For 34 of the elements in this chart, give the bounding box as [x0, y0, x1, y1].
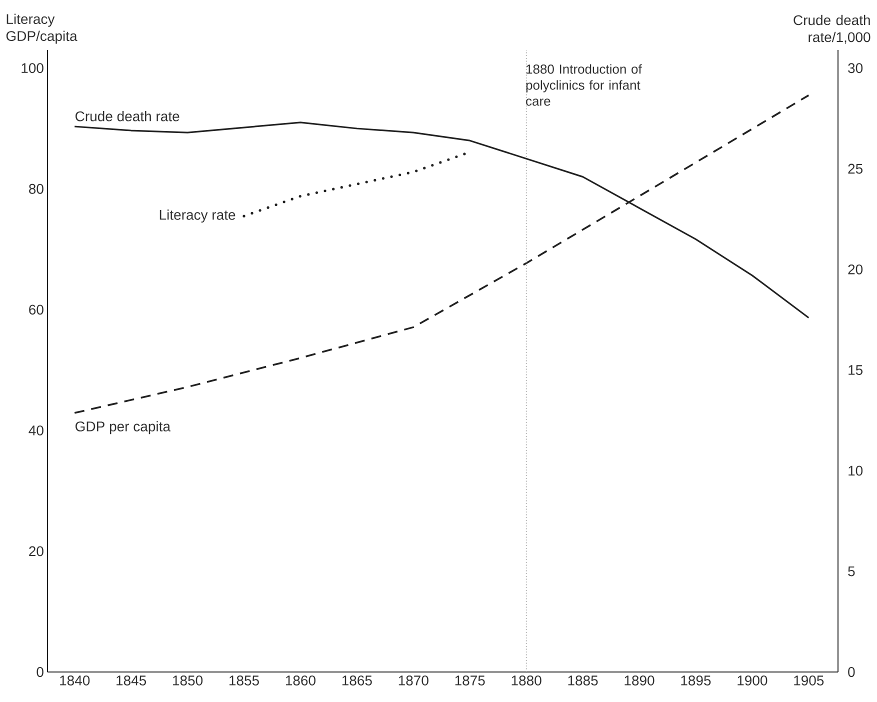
x-tick-label: 1880 — [512, 676, 542, 686]
x-tick-label: 1890 — [624, 676, 654, 686]
series-label: Crude death rate — [76, 111, 180, 122]
y-tick-label: 80 — [29, 184, 44, 194]
x-tick-label: 1900 — [738, 676, 768, 686]
x-tick-label: 1870 — [398, 676, 428, 686]
y2-tick-label: 0 — [848, 667, 855, 677]
series-label: Literacy rate — [160, 210, 236, 223]
x-tick-label: 1875 — [455, 676, 485, 686]
x-tick-label: 1855 — [229, 676, 259, 686]
y-tick-label: 0 — [36, 667, 44, 677]
x-tick-label: 1885 — [568, 676, 598, 686]
series-label: GDP per capita — [76, 421, 171, 434]
ref-line-label: 1880 Introduction of polyclinics for infant care — [526, 64, 642, 106]
x-tick-label: 1840 — [60, 676, 90, 686]
y2-tick-label: 20 — [848, 264, 863, 274]
y2-axis-title: Crude death rate/1,000 — [794, 14, 870, 44]
y-tick-label: 40 — [28, 425, 44, 436]
x-tick-label: 1845 — [116, 676, 146, 686]
x-tick-label: 1860 — [286, 676, 316, 686]
y-tick-label: 100 — [22, 63, 44, 74]
x-tick-label: 1895 — [681, 676, 711, 686]
x-tick-label: 1905 — [794, 676, 824, 686]
y-axis-title: Literacy GDP/capita — [6, 14, 78, 44]
y2-tick-label: 10 — [848, 466, 863, 476]
y2-tick-label: 5 — [848, 566, 855, 576]
y2-tick-label: 15 — [848, 365, 863, 375]
x-tick-label: 1865 — [342, 676, 372, 686]
y-tick-label: 20 — [29, 546, 44, 556]
line-series — [74, 94, 810, 414]
y2-tick-label: 25 — [848, 164, 863, 174]
x-tick-label: 1850 — [173, 676, 203, 686]
y-tick-label: 60 — [29, 304, 44, 315]
y2-tick-label: 30 — [848, 63, 863, 74]
